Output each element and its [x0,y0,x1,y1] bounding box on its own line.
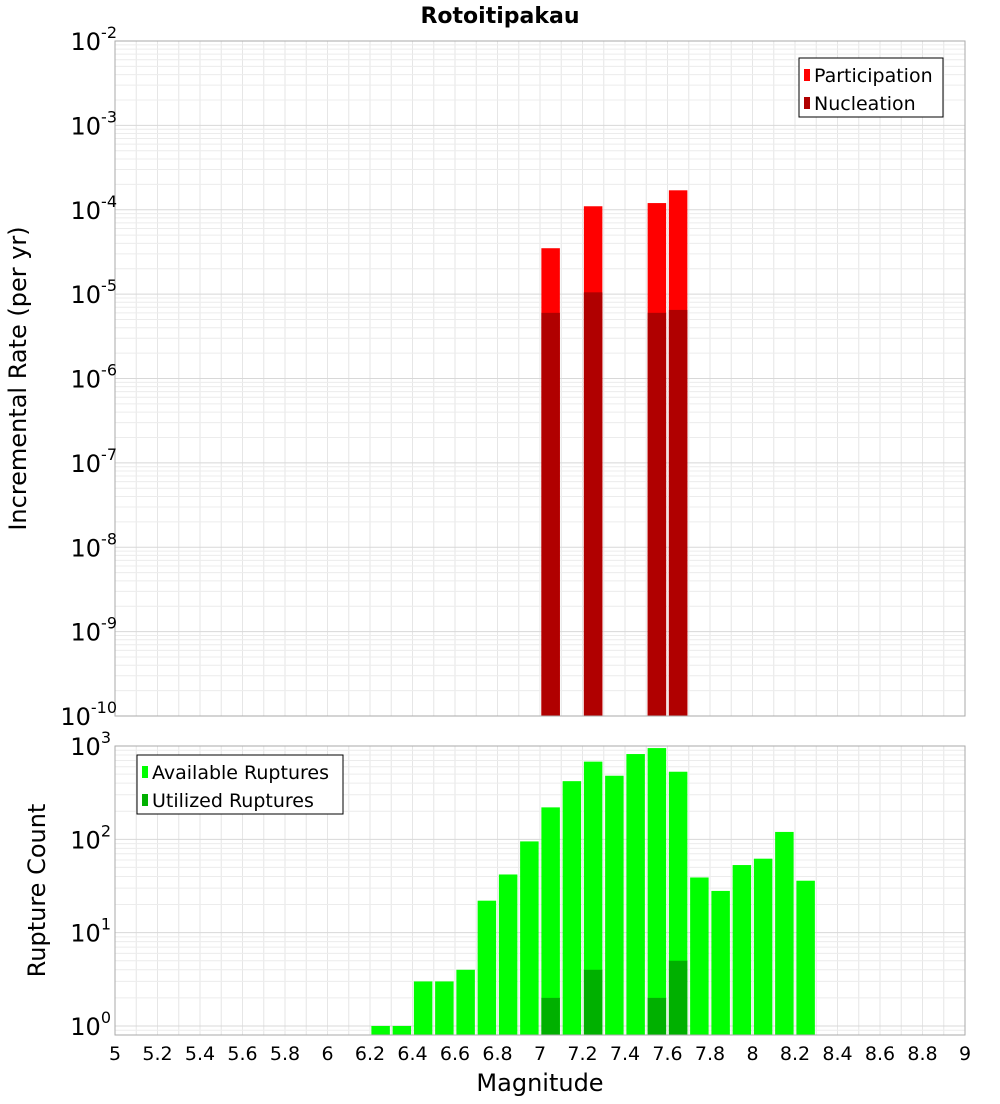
available-ruptures-bar [732,865,752,1035]
bottom-y-axis-label: Rupture Count [23,804,51,978]
y-tick-label: 10-4 [71,192,118,225]
legend-entry: Participation [814,65,933,87]
x-tick-label: 5.2 [142,1043,172,1065]
nucleation-bar [541,312,560,716]
x-tick-label: 6.4 [397,1043,427,1065]
available-ruptures-bar [796,880,815,1035]
nucleation-bar [668,309,688,716]
available-ruptures-bar [711,890,730,1035]
available-ruptures-bar [647,748,667,1035]
top-panel-grid [114,40,966,717]
available-ruptures-bar [775,831,794,1035]
y-tick-label: 103 [70,728,111,761]
x-tick-label: 9 [959,1043,971,1065]
y-tick-label: 10-10 [60,698,117,731]
legend-swatch [804,97,810,109]
nucleation-bar [583,292,603,716]
x-tick-label: 6 [321,1043,333,1065]
utilized-ruptures-bar [541,997,560,1035]
x-tick-label: 8.6 [865,1043,895,1065]
x-tick-label: 7.6 [652,1043,682,1065]
top-y-axis-label: Incremental Rate (per yr) [4,226,32,530]
x-tick-label: 5.6 [227,1043,257,1065]
legend-entry: Nucleation [814,93,916,115]
x-tick-label: 7.8 [695,1043,725,1065]
utilized-ruptures-bar [647,997,667,1035]
legend-swatch [142,766,148,778]
x-tick-label: 8.2 [780,1043,810,1065]
bottom-panel-bars [371,748,815,1035]
y-tick-label: 10-7 [71,445,118,478]
y-tick-label: 10-9 [71,614,118,647]
available-ruptures-bar [690,877,709,1035]
x-tick-label: 5 [109,1043,121,1065]
available-ruptures-bar [413,981,433,1035]
y-tick-label: 102 [70,821,111,854]
available-ruptures-bar [477,900,497,1035]
legend-entry: Available Ruptures [152,762,329,784]
x-tick-label: 8.4 [822,1043,852,1065]
x-tick-label: 5.8 [270,1043,300,1065]
available-ruptures-bar [753,858,773,1035]
available-ruptures-bar [541,807,560,1035]
x-tick-label: 7.4 [610,1043,640,1065]
utilized-ruptures-bar [583,969,603,1035]
y-tick-label: 10-8 [71,529,118,562]
top-panel-bars [541,190,688,717]
available-ruptures-bar [498,874,518,1035]
legend-box [136,754,344,815]
y-tick-label: 10-3 [71,107,118,140]
nucleation-bar [647,312,667,716]
available-ruptures-bar [583,761,603,1035]
legend-entry: Utilized Ruptures [152,790,314,812]
available-ruptures-bar [520,841,539,1035]
x-tick-label: 6.6 [440,1043,470,1065]
x-axis-label: Magnitude [476,1069,603,1097]
available-ruptures-bar [626,754,645,1035]
available-ruptures-bar [392,1025,412,1035]
utilized-ruptures-bar [668,960,688,1035]
top-plot-frame [114,40,966,717]
chart-title: Rotoitipakau [420,4,579,29]
available-ruptures-bar [371,1025,390,1035]
available-ruptures-bar [562,781,582,1035]
available-ruptures-bar [456,969,475,1035]
bottom-legend: Available Ruptures Utilized Ruptures [136,754,344,815]
bottom-plot-frame [114,745,966,1036]
x-tick-label: 7 [534,1043,546,1065]
top-legend: Participation Nucleation [798,57,944,118]
x-tick-label: 5.4 [185,1043,215,1065]
x-tick-label: 8 [746,1043,758,1065]
y-tick-label: 10-2 [71,23,118,56]
y-tick-label: 100 [70,1008,111,1041]
available-ruptures-bar [435,981,454,1035]
legend-box [798,57,944,118]
x-tick-label: 6.8 [482,1043,512,1065]
available-ruptures-bar [605,775,624,1035]
x-tick-label: 6.2 [355,1043,385,1065]
y-tick-label: 10-5 [71,276,118,309]
x-tick-label: 8.8 [907,1043,937,1065]
legend-swatch [142,794,148,806]
y-tick-label: 10-6 [71,361,118,394]
legend-swatch [804,69,810,81]
y-tick-label: 101 [70,915,111,948]
x-tick-label: 7.2 [567,1043,597,1065]
